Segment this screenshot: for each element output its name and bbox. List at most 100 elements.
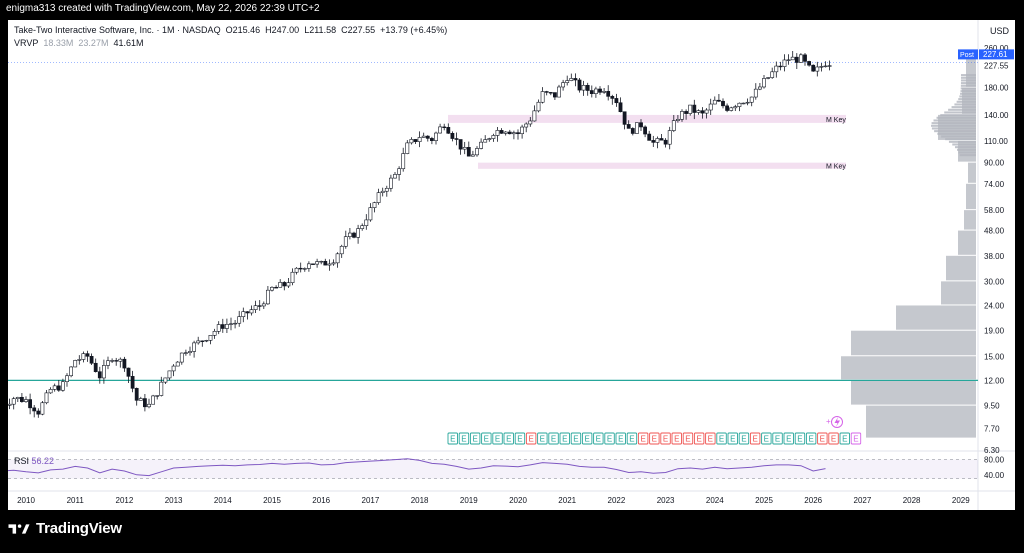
earnings-marker[interactable] bbox=[593, 432, 604, 445]
candle-body[interactable] bbox=[225, 323, 229, 329]
candle-body[interactable] bbox=[536, 101, 541, 112]
candle-body[interactable] bbox=[298, 267, 303, 270]
earnings-marker[interactable] bbox=[693, 432, 705, 445]
candle-body[interactable] bbox=[143, 398, 147, 408]
candle-body[interactable] bbox=[343, 236, 348, 247]
candle-body[interactable] bbox=[569, 78, 574, 81]
candle-body[interactable] bbox=[56, 385, 61, 391]
candle-body[interactable] bbox=[766, 77, 771, 79]
candle-body[interactable] bbox=[212, 331, 217, 336]
candle-body[interactable] bbox=[294, 267, 299, 273]
candle-body[interactable] bbox=[40, 402, 45, 415]
earnings-marker[interactable] bbox=[458, 432, 470, 445]
candle-body[interactable] bbox=[688, 104, 693, 114]
earnings-marker[interactable] bbox=[649, 432, 660, 445]
candle-body[interactable] bbox=[85, 353, 90, 357]
earnings-marker[interactable] bbox=[761, 432, 772, 445]
candle-body[interactable] bbox=[28, 399, 33, 409]
earnings-marker[interactable] bbox=[581, 432, 593, 445]
candle-body[interactable] bbox=[179, 352, 184, 363]
candle-body[interactable] bbox=[757, 86, 762, 90]
candle-body[interactable] bbox=[425, 135, 430, 139]
candle-body[interactable] bbox=[323, 260, 328, 266]
candle-body[interactable] bbox=[311, 263, 315, 265]
earnings-marker[interactable] bbox=[839, 432, 850, 445]
earnings-marker[interactable] bbox=[604, 432, 615, 445]
candle-body[interactable] bbox=[548, 92, 553, 94]
candle-body[interactable] bbox=[388, 177, 393, 189]
candle-body[interactable] bbox=[376, 192, 381, 203]
earnings-marker[interactable] bbox=[850, 432, 862, 445]
earnings-marker[interactable] bbox=[503, 432, 514, 445]
candle-body[interactable] bbox=[15, 396, 20, 400]
candle-body[interactable] bbox=[577, 79, 582, 91]
candle-body[interactable] bbox=[229, 323, 233, 325]
candle-body[interactable] bbox=[446, 127, 451, 134]
candle-body[interactable] bbox=[331, 262, 336, 265]
candle-body[interactable] bbox=[130, 376, 135, 389]
earnings-marker[interactable] bbox=[705, 432, 716, 445]
earnings-marker[interactable] bbox=[469, 432, 481, 445]
candle-body[interactable] bbox=[778, 65, 783, 68]
candle-body[interactable] bbox=[290, 271, 295, 283]
candle-body[interactable] bbox=[762, 78, 766, 88]
candle-body[interactable] bbox=[503, 131, 508, 134]
candle-body[interactable] bbox=[721, 100, 725, 107]
candle-body[interactable] bbox=[827, 65, 832, 67]
candle-body[interactable] bbox=[491, 135, 496, 139]
candle-body[interactable] bbox=[36, 410, 41, 415]
candle-body[interactable] bbox=[245, 311, 250, 314]
earnings-marker[interactable] bbox=[794, 432, 806, 445]
candle-body[interactable] bbox=[48, 389, 53, 394]
candle-body[interactable] bbox=[233, 322, 238, 325]
candle-body[interactable] bbox=[557, 86, 561, 98]
candle-body[interactable] bbox=[585, 84, 590, 91]
earnings-marker[interactable] bbox=[749, 432, 761, 445]
candle-body[interactable] bbox=[114, 360, 119, 362]
earnings-marker[interactable] bbox=[537, 432, 548, 445]
candle-body[interactable] bbox=[413, 139, 418, 142]
candle-body[interactable] bbox=[532, 110, 537, 122]
earnings-marker[interactable] bbox=[626, 432, 638, 445]
candle-body[interactable] bbox=[733, 106, 738, 109]
chart-panel[interactable]: M Key M Key E E E E E E E E E E E E E E E E E E E E E E E E E E E E E E… bbox=[8, 20, 1015, 510]
candle-body[interactable] bbox=[335, 253, 340, 264]
candle-body[interactable] bbox=[93, 362, 98, 372]
candle-body[interactable] bbox=[421, 135, 426, 138]
candle-body[interactable] bbox=[360, 225, 365, 229]
candle-body[interactable] bbox=[565, 80, 570, 83]
candle-body[interactable] bbox=[593, 88, 598, 94]
candle-body[interactable] bbox=[610, 96, 615, 99]
earnings-marker[interactable] bbox=[559, 432, 570, 445]
candle-body[interactable] bbox=[220, 324, 225, 329]
candle-body[interactable] bbox=[696, 110, 701, 113]
candle-body[interactable] bbox=[630, 128, 635, 134]
candle-body[interactable] bbox=[151, 395, 156, 405]
candle-body[interactable] bbox=[417, 137, 422, 142]
earnings-marker[interactable] bbox=[671, 432, 682, 445]
candle-body[interactable] bbox=[302, 268, 307, 270]
candle-body[interactable] bbox=[208, 335, 213, 341]
candle-body[interactable] bbox=[639, 122, 643, 128]
earnings-marker[interactable] bbox=[783, 432, 794, 445]
earnings-marker[interactable] bbox=[817, 432, 828, 445]
earnings-marker[interactable] bbox=[492, 432, 503, 445]
candle-body[interactable] bbox=[73, 360, 78, 368]
candle-body[interactable] bbox=[770, 71, 775, 78]
candle-body[interactable] bbox=[647, 133, 652, 141]
candle-body[interactable] bbox=[807, 61, 812, 66]
earnings-marker[interactable] bbox=[615, 432, 626, 445]
candle-body[interactable] bbox=[466, 147, 471, 157]
earnings-marker[interactable] bbox=[548, 432, 559, 445]
candle-body[interactable] bbox=[249, 309, 254, 314]
candle-body[interactable] bbox=[364, 219, 369, 227]
candle-body[interactable] bbox=[659, 138, 664, 141]
candle-body[interactable] bbox=[147, 403, 151, 408]
candle-body[interactable] bbox=[384, 187, 389, 192]
candle-body[interactable] bbox=[479, 141, 484, 149]
candle-body[interactable] bbox=[622, 111, 627, 125]
candle-body[interactable] bbox=[511, 132, 516, 135]
candle-body[interactable] bbox=[524, 123, 529, 128]
candle-body[interactable] bbox=[438, 126, 443, 134]
candle-body[interactable] bbox=[749, 96, 754, 103]
